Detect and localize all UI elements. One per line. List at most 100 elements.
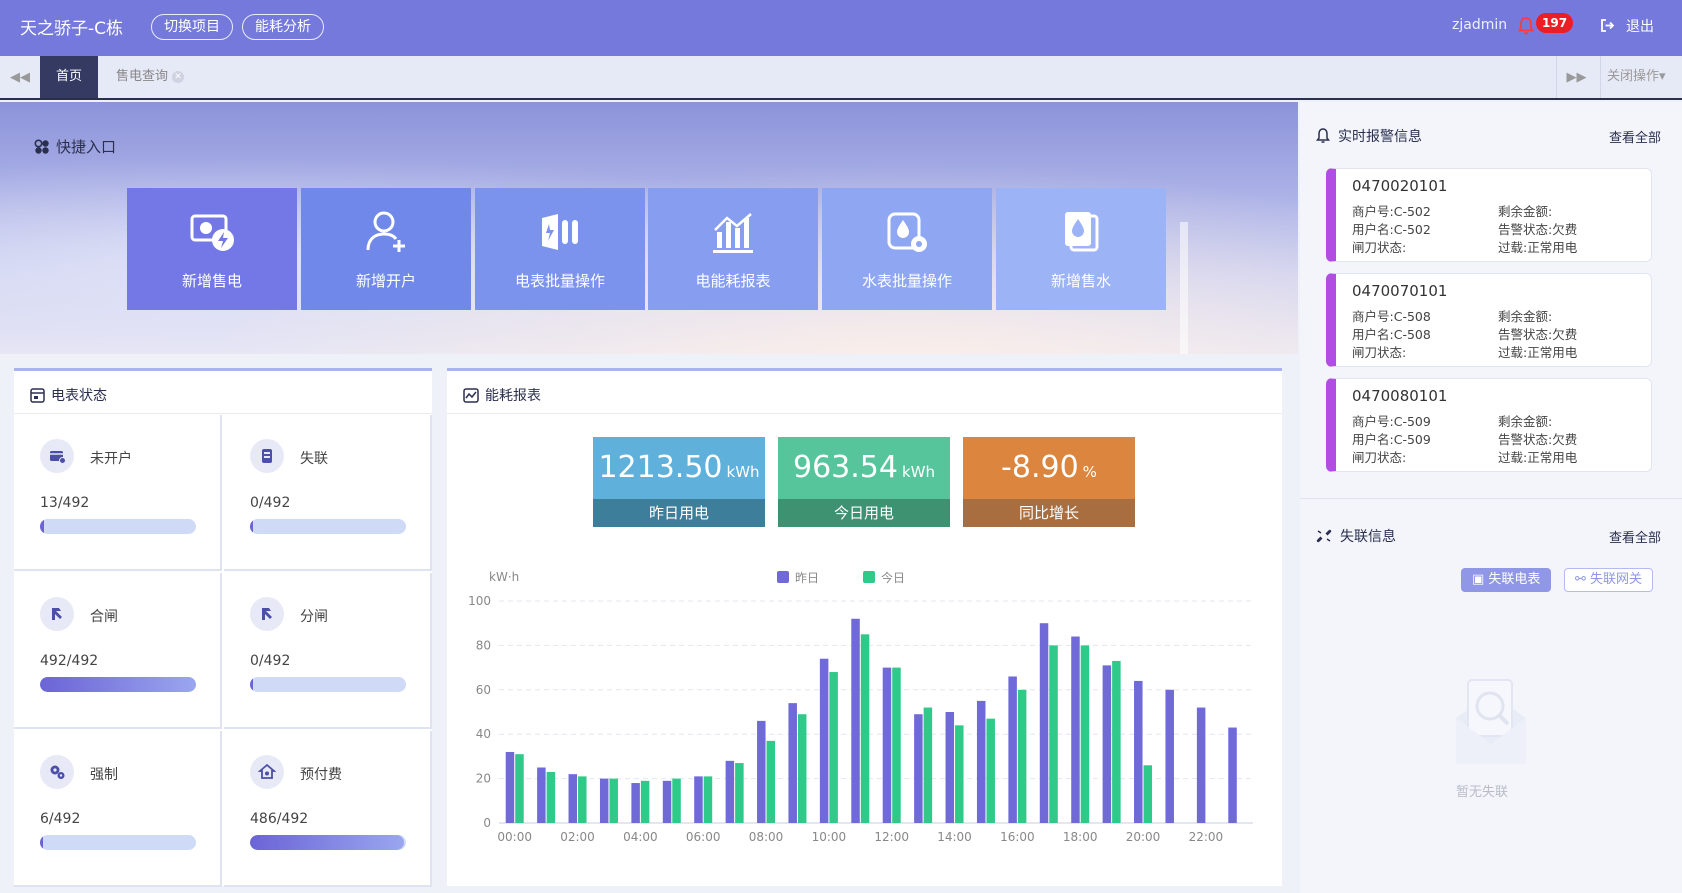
stat-value: -8.90 <box>1001 450 1079 485</box>
energy-bar-chart: kW·h 0 20 40 60 80 100 昨日 今日 00:00 02:00 04:00 06:00… <box>468 570 1253 844</box>
bar <box>757 720 766 823</box>
bar <box>694 776 703 823</box>
lost-meter-label: 失联电表 <box>1488 572 1541 587</box>
alarm-username: 用户名:C-502 <box>1352 222 1431 237</box>
x-tick-label: 12:00 <box>874 830 909 844</box>
tab-home[interactable]: 首页 <box>40 56 99 98</box>
alarm-meter-id: 0470080101 <box>1352 387 1448 405</box>
bar <box>1143 765 1153 823</box>
tab-scroll-right-icon[interactable]: ▶▶ <box>1556 56 1596 98</box>
lost-gateway-label: 失联网关 <box>1590 572 1643 587</box>
stat-label: 同比增长 <box>963 499 1135 527</box>
link-broken-icon <box>1316 529 1332 543</box>
bar <box>892 667 901 823</box>
x-tick-label: 08:00 <box>749 830 784 844</box>
meter-cell-count: 492/492 <box>40 653 99 669</box>
energy-report-tile[interactable]: 电能耗报表 <box>648 188 818 310</box>
meter-cell-offline[interactable]: 失联 0/492 <box>224 415 432 571</box>
bar <box>568 774 578 823</box>
tab-home-label: 首页 <box>56 69 83 84</box>
close-operations-dropdown[interactable]: 关闭操作▾ <box>1600 56 1666 98</box>
switch-project-button[interactable]: 切换项目 <box>151 14 233 40</box>
legend-swatch <box>777 571 789 583</box>
logout-button[interactable]: 退出 <box>1626 19 1654 35</box>
bar <box>986 718 995 823</box>
device-icon <box>250 439 284 473</box>
progress-bar <box>250 835 406 850</box>
meter-cell-label: 预付费 <box>300 767 342 783</box>
meter-cell-open[interactable]: 分闸 0/492 <box>224 573 432 729</box>
new-account-tile[interactable]: 新增开户 <box>301 188 471 310</box>
quick-entry-banner: 快捷入口 新增售电 新增开户 电表批量操作 <box>0 102 1298 354</box>
y-axis-label: kW·h <box>489 570 519 584</box>
tab-sales-query[interactable]: 售电查询 ✕ <box>100 56 200 98</box>
alarm-card[interactable]: 0470070101 商户号:C-508 剩余金额: 用户名:C-508 告警状… <box>1326 273 1652 367</box>
bar <box>631 783 640 823</box>
meter-cell-forced[interactable]: 强制 6/492 <box>14 731 222 887</box>
username[interactable]: zjadmin <box>1452 17 1508 33</box>
bar <box>537 767 546 823</box>
x-tick-label: 18:00 <box>1063 830 1098 844</box>
stat-label: 昨日用电 <box>593 499 765 527</box>
y-tick-label: 60 <box>476 683 491 697</box>
right-sidebar: 实时报警信息 查看全部 0470020101 商户号:C-502 剩余金额: 用… <box>1300 102 1682 893</box>
meter-cell-unopened[interactable]: 未开户 13/492 <box>14 415 222 571</box>
lost-gateway-button[interactable]: ⚯ 失联网关 <box>1564 568 1654 592</box>
tab-sales-label: 售电查询 <box>116 69 169 84</box>
bar <box>546 771 556 823</box>
meter-status-label: 电表状态 <box>51 388 107 404</box>
bar <box>1080 645 1090 823</box>
stat-label: 今日用电 <box>778 499 950 527</box>
tile-label: 新增售水 <box>1050 272 1111 290</box>
y-tick-label: 20 <box>476 772 491 786</box>
alarm-gate-status: 闸刀状态: <box>1352 345 1407 360</box>
meter-cell-closed[interactable]: 合闸 492/492 <box>14 573 222 729</box>
add-user-icon <box>366 211 405 252</box>
water-meter-batch-tile[interactable]: 水表批量操作 <box>822 188 992 310</box>
meter-cell-label: 强制 <box>90 767 118 783</box>
x-tick-label: 14:00 <box>937 830 972 844</box>
bar <box>515 754 524 823</box>
switch-off-icon <box>250 597 284 631</box>
top-header: 天之骄子-C栋 切换项目 能耗分析 zjadmin 197 退出 <box>0 0 1682 56</box>
panel-divider <box>14 413 432 414</box>
bar <box>788 703 797 823</box>
alarm-count-badge[interactable]: 197 <box>1536 13 1574 33</box>
tab-bar: ◀◀ 首页 售电查询 ✕ ▶▶ 关闭操作▾ <box>0 56 1682 100</box>
meter-batch-operation-tile[interactable]: 电表批量操作 <box>475 188 645 310</box>
alarm-title-label: 实时报警信息 <box>1338 129 1422 145</box>
alarm-card[interactable]: 0470080101 商户号:C-509 剩余金额: 用户名:C-509 告警状… <box>1326 378 1652 472</box>
tab-scroll-left-icon[interactable]: ◀◀ <box>10 69 30 85</box>
tile-label: 新增售电 <box>181 272 242 290</box>
bar <box>914 714 923 823</box>
bar <box>1071 636 1080 823</box>
new-water-sale-tile[interactable]: 新增售水 <box>996 188 1166 310</box>
project-title: 天之骄子-C栋 <box>20 19 124 39</box>
new-electricity-sale-tile[interactable]: 新增售电 <box>127 188 297 310</box>
tab-close-icon[interactable]: ✕ <box>172 70 185 83</box>
quick-entry-title: 快捷入口 <box>34 136 116 157</box>
tile-label: 电表批量操作 <box>514 272 605 290</box>
y-tick-label: 100 <box>468 594 491 608</box>
bell-icon[interactable] <box>1518 17 1534 35</box>
meter-cell-count: 486/492 <box>250 811 309 827</box>
alarm-status: 告警状态:欠费 <box>1498 432 1578 447</box>
alarm-view-all-link[interactable]: 查看全部 <box>1609 131 1662 146</box>
lost-meter-button[interactable]: ▣ 失联电表 <box>1461 568 1552 592</box>
meter-cell-prepaid[interactable]: 预付费 486/492 <box>224 731 432 887</box>
gateway-small-icon: ⚯ <box>1575 572 1591 587</box>
logout-icon[interactable] <box>1600 18 1615 33</box>
wind-turbine-decoration <box>1180 222 1188 354</box>
alarm-section-title: 实时报警信息 <box>1316 126 1422 146</box>
energy-analysis-button[interactable]: 能耗分析 <box>242 14 324 40</box>
legend-swatch <box>863 571 875 583</box>
bar <box>882 667 892 823</box>
progress-fill <box>40 835 44 850</box>
stat-value-box: 1213.50 kWh <box>593 437 765 499</box>
alarm-gate-status: 闸刀状态: <box>1352 240 1407 255</box>
lost-view-all-link[interactable]: 查看全部 <box>1609 531 1662 546</box>
progress-fill <box>40 677 196 692</box>
alarm-card[interactable]: 0470020101 商户号:C-502 剩余金额: 用户名:C-502 告警状… <box>1326 168 1652 262</box>
alarm-merchant: 商户号:C-502 <box>1352 204 1431 219</box>
progress-bar <box>250 677 406 692</box>
